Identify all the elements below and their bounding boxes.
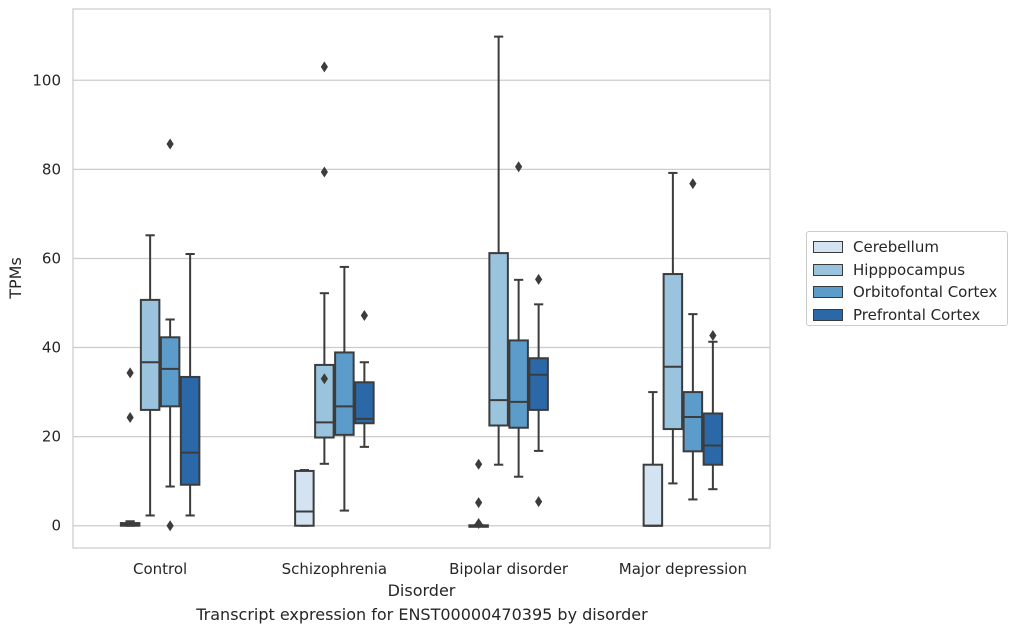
x-axis-label: Disorder bbox=[388, 581, 456, 600]
legend-swatch-hippocampus bbox=[813, 263, 843, 276]
chart-caption: Transcript expression for ENST0000047039… bbox=[196, 605, 648, 624]
legend-item: Cerebellum bbox=[813, 236, 1007, 259]
legend-item: Orbitofontal Cortex bbox=[813, 281, 1007, 304]
box-group bbox=[528, 273, 549, 508]
y-tick-label: 60 bbox=[42, 249, 61, 267]
box-group bbox=[702, 330, 724, 491]
box bbox=[508, 339, 529, 429]
box-group bbox=[334, 265, 355, 512]
x-tick-label: Schizophrenia bbox=[282, 560, 387, 578]
box-group bbox=[159, 138, 181, 532]
box bbox=[354, 381, 375, 425]
y-tick-label: 20 bbox=[42, 428, 61, 446]
box-group bbox=[179, 253, 201, 517]
box bbox=[682, 391, 704, 453]
y-tick-label: 0 bbox=[51, 517, 61, 535]
x-tick-labels: Control Schizophrenia Bipolar disorder Majo… bbox=[133, 560, 747, 578]
box-group bbox=[682, 178, 704, 501]
outlier-point bbox=[320, 373, 328, 385]
legend-label: Hipppocampus bbox=[853, 260, 966, 279]
x-tick-label: Control bbox=[133, 560, 187, 578]
box-group bbox=[508, 161, 529, 478]
box bbox=[642, 463, 664, 527]
legend: Cerebellum Hipppocampus Orbitofontal Cor… bbox=[806, 231, 1008, 326]
outlier-point bbox=[166, 520, 174, 532]
box bbox=[528, 357, 549, 411]
outlier-point bbox=[126, 411, 134, 423]
box-group bbox=[294, 469, 315, 527]
x-tick-label: Major depression bbox=[619, 560, 747, 578]
box bbox=[294, 469, 315, 527]
legend-item: Hipppocampus bbox=[813, 259, 1007, 282]
y-tick-label: 40 bbox=[42, 339, 61, 357]
y-tick-label: 100 bbox=[32, 71, 61, 89]
x-tick-label: Bipolar disorder bbox=[449, 560, 569, 578]
y-axis-label: TPMs bbox=[6, 257, 25, 300]
box-group bbox=[488, 35, 509, 466]
box bbox=[334, 351, 355, 436]
box bbox=[159, 336, 181, 408]
y-tick-labels: 0 20 40 60 80 100 bbox=[32, 71, 61, 534]
outlier-point bbox=[320, 166, 328, 178]
legend-label: Prefrontal Cortex bbox=[853, 306, 981, 325]
outlier-point bbox=[515, 161, 523, 173]
box bbox=[488, 252, 509, 427]
box bbox=[702, 412, 724, 466]
box-group bbox=[662, 171, 684, 485]
box-group bbox=[354, 309, 375, 448]
outlier-point bbox=[320, 61, 328, 73]
outlier-point bbox=[535, 496, 543, 508]
legend-item: Prefrontal Cortex bbox=[813, 304, 1007, 327]
outlier-point bbox=[475, 497, 483, 509]
legend-label: Cerebellum bbox=[853, 238, 939, 257]
outlier-point bbox=[475, 518, 483, 529]
outlier-point bbox=[166, 138, 174, 150]
legend-swatch-prefrontal bbox=[813, 309, 843, 322]
legend-label: Orbitofontal Cortex bbox=[853, 283, 998, 302]
box bbox=[662, 273, 684, 431]
box-group bbox=[642, 391, 664, 527]
legend-swatch-orbitofrontal bbox=[813, 286, 843, 299]
box-group bbox=[468, 458, 489, 529]
outlier-point bbox=[360, 309, 368, 321]
box bbox=[179, 375, 201, 486]
box-group bbox=[314, 61, 335, 465]
y-tick-label: 80 bbox=[42, 160, 61, 178]
legend-swatch-cerebellum bbox=[813, 241, 843, 254]
boxes bbox=[119, 35, 724, 532]
outlier-point bbox=[709, 330, 717, 342]
box bbox=[139, 298, 161, 411]
box bbox=[314, 363, 335, 439]
box-group bbox=[119, 367, 141, 527]
outlier-point bbox=[535, 273, 543, 285]
outlier-point bbox=[689, 178, 697, 190]
box-group bbox=[139, 234, 161, 517]
plot-frame bbox=[72, 8, 771, 549]
outlier-point bbox=[475, 458, 483, 470]
outlier-point bbox=[126, 367, 134, 379]
